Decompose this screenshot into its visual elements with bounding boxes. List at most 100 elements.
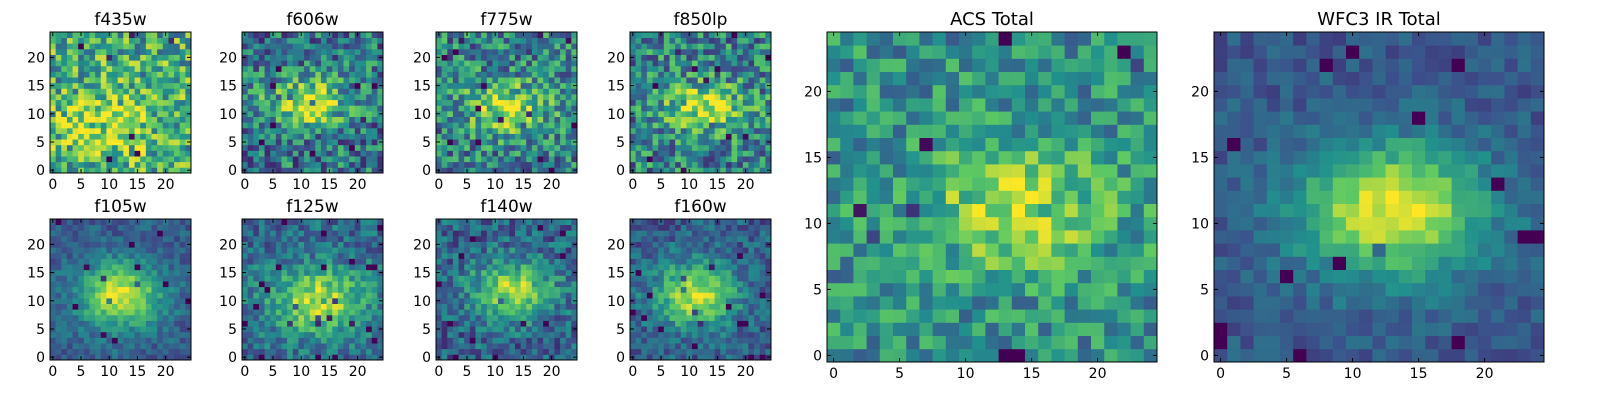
heatmap-cell <box>503 247 510 254</box>
heatmap-cell <box>264 326 271 333</box>
heatmap-cell <box>498 275 505 282</box>
heatmap-cell <box>242 281 249 288</box>
heatmap-cell <box>174 139 181 146</box>
heatmap-cell <box>708 99 715 106</box>
heatmap-cell <box>481 326 488 333</box>
heatmap-cell <box>298 94 305 101</box>
heatmap-cell <box>61 224 68 231</box>
heatmap-cell <box>145 88 152 95</box>
heatmap-cell <box>281 309 288 316</box>
heatmap-cell <box>162 144 169 151</box>
heatmap-cell <box>157 82 164 89</box>
heatmap-cell <box>258 309 265 316</box>
heatmap-cell <box>55 281 62 288</box>
heatmap-cell <box>162 105 169 112</box>
heatmap-cell <box>714 309 721 316</box>
heatmap-cell <box>436 235 443 242</box>
heatmap-cell <box>320 275 327 282</box>
heatmap-cell <box>526 337 533 344</box>
heatmap-cell <box>554 337 561 344</box>
heatmap-cell <box>78 331 85 338</box>
heatmap-cell <box>61 219 68 226</box>
heatmap-cell <box>675 150 682 157</box>
heatmap-cell <box>128 71 135 78</box>
heatmap-cell <box>253 303 260 310</box>
heatmap-cell <box>703 60 710 67</box>
heatmap-cell <box>55 230 62 237</box>
heatmap-cell <box>55 99 62 106</box>
heatmap-cell <box>458 99 465 106</box>
heatmap-cell <box>50 65 57 72</box>
heatmap-cell <box>78 71 85 78</box>
heatmap-cell <box>270 161 277 168</box>
heatmap-cell <box>669 65 676 72</box>
heatmap-cell <box>145 281 152 288</box>
heatmap-cell <box>469 105 476 112</box>
heatmap-cell <box>452 269 459 276</box>
heatmap-cell <box>514 320 521 327</box>
heatmap-cell <box>95 241 102 248</box>
heatmap-cell <box>565 116 572 123</box>
heatmap-cell <box>95 139 102 146</box>
heatmap-cell <box>475 139 482 146</box>
heatmap-cell <box>543 32 550 39</box>
heatmap-cell <box>242 43 249 50</box>
heatmap-cell <box>78 326 85 333</box>
heatmap-cell <box>140 230 147 237</box>
heatmap-cell <box>270 303 277 310</box>
heatmap-cell <box>692 48 699 55</box>
heatmap-cell <box>247 150 254 157</box>
heatmap-cell <box>337 133 344 140</box>
heatmap-cell <box>270 37 277 44</box>
heatmap-cell <box>61 230 68 237</box>
heatmap-cell <box>548 348 555 355</box>
heatmap-cell <box>258 167 265 174</box>
heatmap-cell <box>503 94 510 101</box>
heatmap-cell <box>731 303 738 310</box>
heatmap-cell <box>66 48 73 55</box>
heatmap-cell <box>360 122 367 129</box>
heatmap-cell <box>174 337 181 344</box>
heatmap-cell <box>270 110 277 117</box>
heatmap-cell <box>298 252 305 259</box>
heatmap-cell <box>292 303 299 310</box>
heatmap-cell <box>354 48 361 55</box>
heatmap-cell <box>464 331 471 338</box>
heatmap-cell <box>720 122 727 129</box>
heatmap-cell <box>162 264 169 271</box>
heatmap-cell <box>754 343 761 350</box>
heatmap-cell <box>703 43 710 50</box>
heatmap-cell <box>360 105 367 112</box>
heatmap-cell <box>117 32 124 39</box>
heatmap-cell <box>61 275 68 282</box>
heatmap-cell <box>663 331 670 338</box>
heatmap-cell <box>697 37 704 44</box>
heatmap-cell <box>754 303 761 310</box>
heatmap-cell <box>641 105 648 112</box>
heatmap-cell <box>55 235 62 242</box>
x-tick-label: 15 <box>515 364 533 380</box>
heatmap-cell <box>123 99 130 106</box>
heatmap-cell <box>145 32 152 39</box>
heatmap-cell <box>50 37 57 44</box>
heatmap-cell <box>646 133 653 140</box>
heatmap-cell <box>641 65 648 72</box>
heatmap-cell <box>55 247 62 254</box>
heatmap-cell <box>742 133 749 140</box>
heatmap-cell <box>469 230 476 237</box>
heatmap-cell <box>560 309 567 316</box>
heatmap-cell <box>469 281 476 288</box>
heatmap-cell <box>61 331 68 338</box>
heatmap-cell <box>72 32 79 39</box>
heatmap-cell <box>270 230 277 237</box>
heatmap-cell <box>748 116 755 123</box>
heatmap-cell <box>537 71 544 78</box>
heatmap-cell <box>560 303 567 310</box>
heatmap-cell <box>759 65 766 72</box>
heatmap-cell <box>675 156 682 163</box>
y-tick-label: 20 <box>27 50 45 66</box>
heatmap-cell <box>731 297 738 304</box>
heatmap-cell <box>669 54 676 61</box>
axes-frame <box>49 218 192 361</box>
heatmap-cell <box>281 122 288 129</box>
